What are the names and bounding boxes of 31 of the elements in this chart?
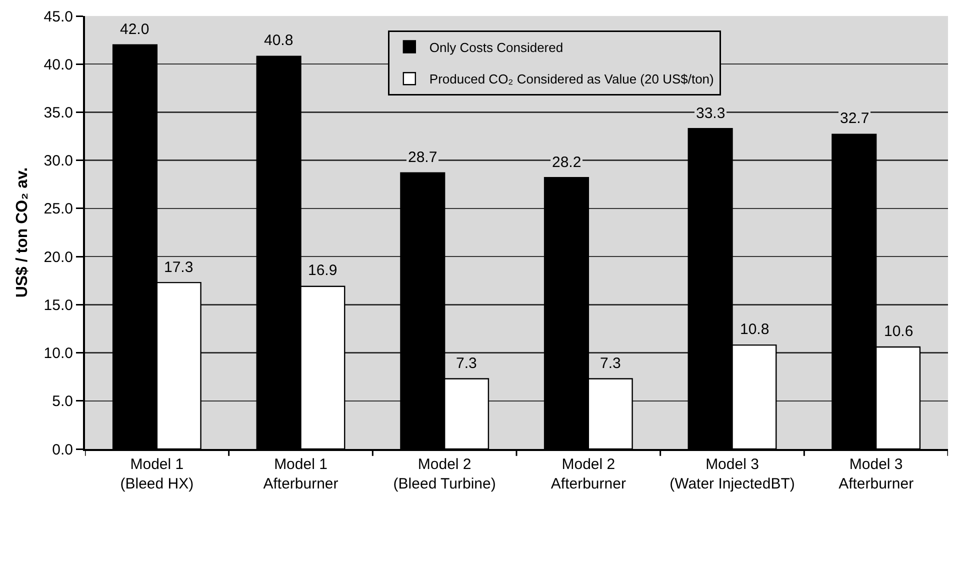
data-label: 10.8 — [740, 321, 770, 338]
data-label: 28.2 — [552, 154, 582, 171]
y-tick-label: 45.0 — [44, 8, 73, 26]
y-tick-label: 10.0 — [44, 345, 73, 362]
x-tick-label: Model 1 Afterburner — [263, 456, 338, 492]
x-tick-label: Model 3 Afterburner — [838, 456, 914, 492]
data-label: 16.9 — [308, 262, 338, 279]
y-tick-label: 35.0 — [44, 104, 73, 122]
x-tick-label: Model 2 Afterburner — [550, 456, 626, 492]
data-label: 7.3 — [600, 355, 621, 372]
legend-label: Produced CO₂ Considered as Value (20 US$/ton) — [429, 72, 714, 87]
y-tick-label: 25.0 — [44, 200, 73, 218]
y-tick-label: 40.0 — [44, 56, 73, 74]
data-label: 7.3 — [456, 355, 477, 372]
data-label: 17.3 — [164, 259, 194, 276]
x-tick-label: Model 1 (Bleed HX) — [120, 456, 194, 492]
y-tick-label: 0.0 — [52, 441, 73, 458]
data-label: 10.6 — [884, 323, 914, 340]
y-axis-title: US$ / ton CO₂ av. — [14, 167, 32, 298]
data-label: 28.7 — [408, 149, 438, 166]
data-label: 33.3 — [696, 105, 726, 122]
y-tick-label: 20.0 — [44, 248, 73, 266]
y-tick-label: 30.0 — [44, 152, 73, 170]
y-tick-label: 15.0 — [44, 296, 73, 314]
data-label: 32.7 — [840, 110, 870, 127]
x-tick-label: Model 2 (Bleed Turbine) — [393, 456, 496, 492]
data-label: 42.0 — [120, 21, 150, 38]
data-label: 40.8 — [264, 32, 294, 49]
legend-label: Only Costs Considered — [429, 40, 564, 55]
x-tick-label: Model 3 (Water InjectedBT) — [670, 456, 795, 492]
y-tick-label: 5.0 — [52, 393, 73, 410]
